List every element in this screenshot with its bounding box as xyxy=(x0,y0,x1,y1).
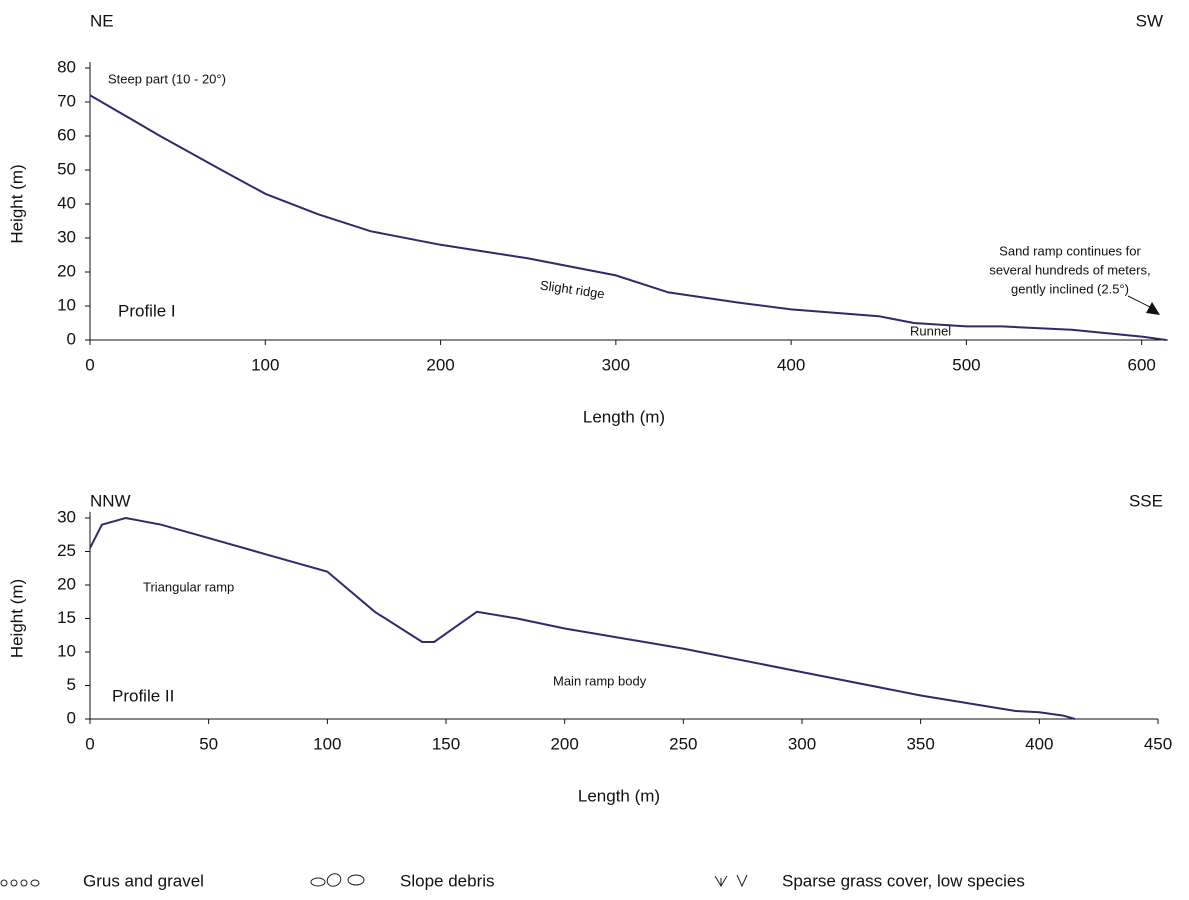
x-tick-label: 400 xyxy=(1025,734,1053,753)
y-tick-label: 80 xyxy=(57,57,76,76)
y-tick-label: 30 xyxy=(57,227,76,246)
x-tick-label: 500 xyxy=(952,355,980,374)
x-tick-label: 400 xyxy=(777,355,805,374)
y-tick-label: 0 xyxy=(67,708,76,727)
x-tick-label: 350 xyxy=(906,734,934,753)
profile-line xyxy=(89,516,1076,720)
annotation: Steep part (10 - 20°) xyxy=(108,71,226,86)
direction-label: SSE xyxy=(1129,491,1163,510)
x-tick-label: 100 xyxy=(313,734,341,753)
x-tick-label: 50 xyxy=(199,734,218,753)
x-tick-label: 300 xyxy=(788,734,816,753)
x-tick-label: 250 xyxy=(669,734,697,753)
annotation: Sand ramp continues for xyxy=(999,243,1141,258)
annotation: Triangular ramp xyxy=(143,579,234,594)
x-tick-label: 0 xyxy=(85,355,94,374)
y-axis-title: Height (m) xyxy=(7,164,26,243)
arrow-head xyxy=(1146,302,1160,315)
x-tick-label: 150 xyxy=(432,734,460,753)
y-tick-label: 60 xyxy=(57,125,76,144)
x-tick-label: 300 xyxy=(602,355,630,374)
y-tick-label: 0 xyxy=(67,329,76,348)
y-tick-label: 70 xyxy=(57,91,76,110)
x-tick-label: 600 xyxy=(1128,355,1156,374)
direction-label: NE xyxy=(90,11,114,30)
x-tick-label: 200 xyxy=(550,734,578,753)
y-tick-label: 30 xyxy=(57,507,76,526)
profile-line xyxy=(89,94,1167,341)
y-tick-label: 15 xyxy=(57,608,76,627)
y-tick-label: 40 xyxy=(57,193,76,212)
annotation: Profile I xyxy=(118,301,176,320)
annotation: Profile II xyxy=(112,686,174,705)
x-tick-label: 100 xyxy=(251,355,279,374)
legend-label: Sparse grass cover, low species xyxy=(782,871,1025,890)
y-tick-label: 10 xyxy=(57,641,76,660)
annotation: Runnel xyxy=(910,323,951,338)
x-axis-title: Length (m) xyxy=(583,407,665,426)
arrow-shaft xyxy=(1127,295,1153,309)
y-tick-label: 20 xyxy=(57,261,76,280)
annotation: Slight ridge xyxy=(539,278,606,302)
annotation: gently inclined (2.5°) xyxy=(1011,281,1129,296)
x-tick-label: 0 xyxy=(85,734,94,753)
legend-label: Slope debris xyxy=(400,871,495,890)
annotation: several hundreds of meters, xyxy=(989,262,1150,277)
x-tick-label: 200 xyxy=(426,355,454,374)
y-tick-label: 10 xyxy=(57,295,76,314)
annotation: Main ramp body xyxy=(553,673,647,688)
y-axis-title: Height (m) xyxy=(7,579,26,658)
y-tick-label: 20 xyxy=(57,574,76,593)
x-axis-title: Length (m) xyxy=(578,786,660,805)
y-tick-label: 5 xyxy=(67,675,76,694)
x-tick-label: 450 xyxy=(1144,734,1172,753)
y-tick-label: 25 xyxy=(57,541,76,560)
direction-label: SW xyxy=(1136,11,1163,30)
direction-label: NNW xyxy=(90,491,131,510)
legend-symbols xyxy=(0,873,748,888)
legend-label: Grus and gravel xyxy=(83,871,204,890)
y-tick-label: 50 xyxy=(57,159,76,178)
